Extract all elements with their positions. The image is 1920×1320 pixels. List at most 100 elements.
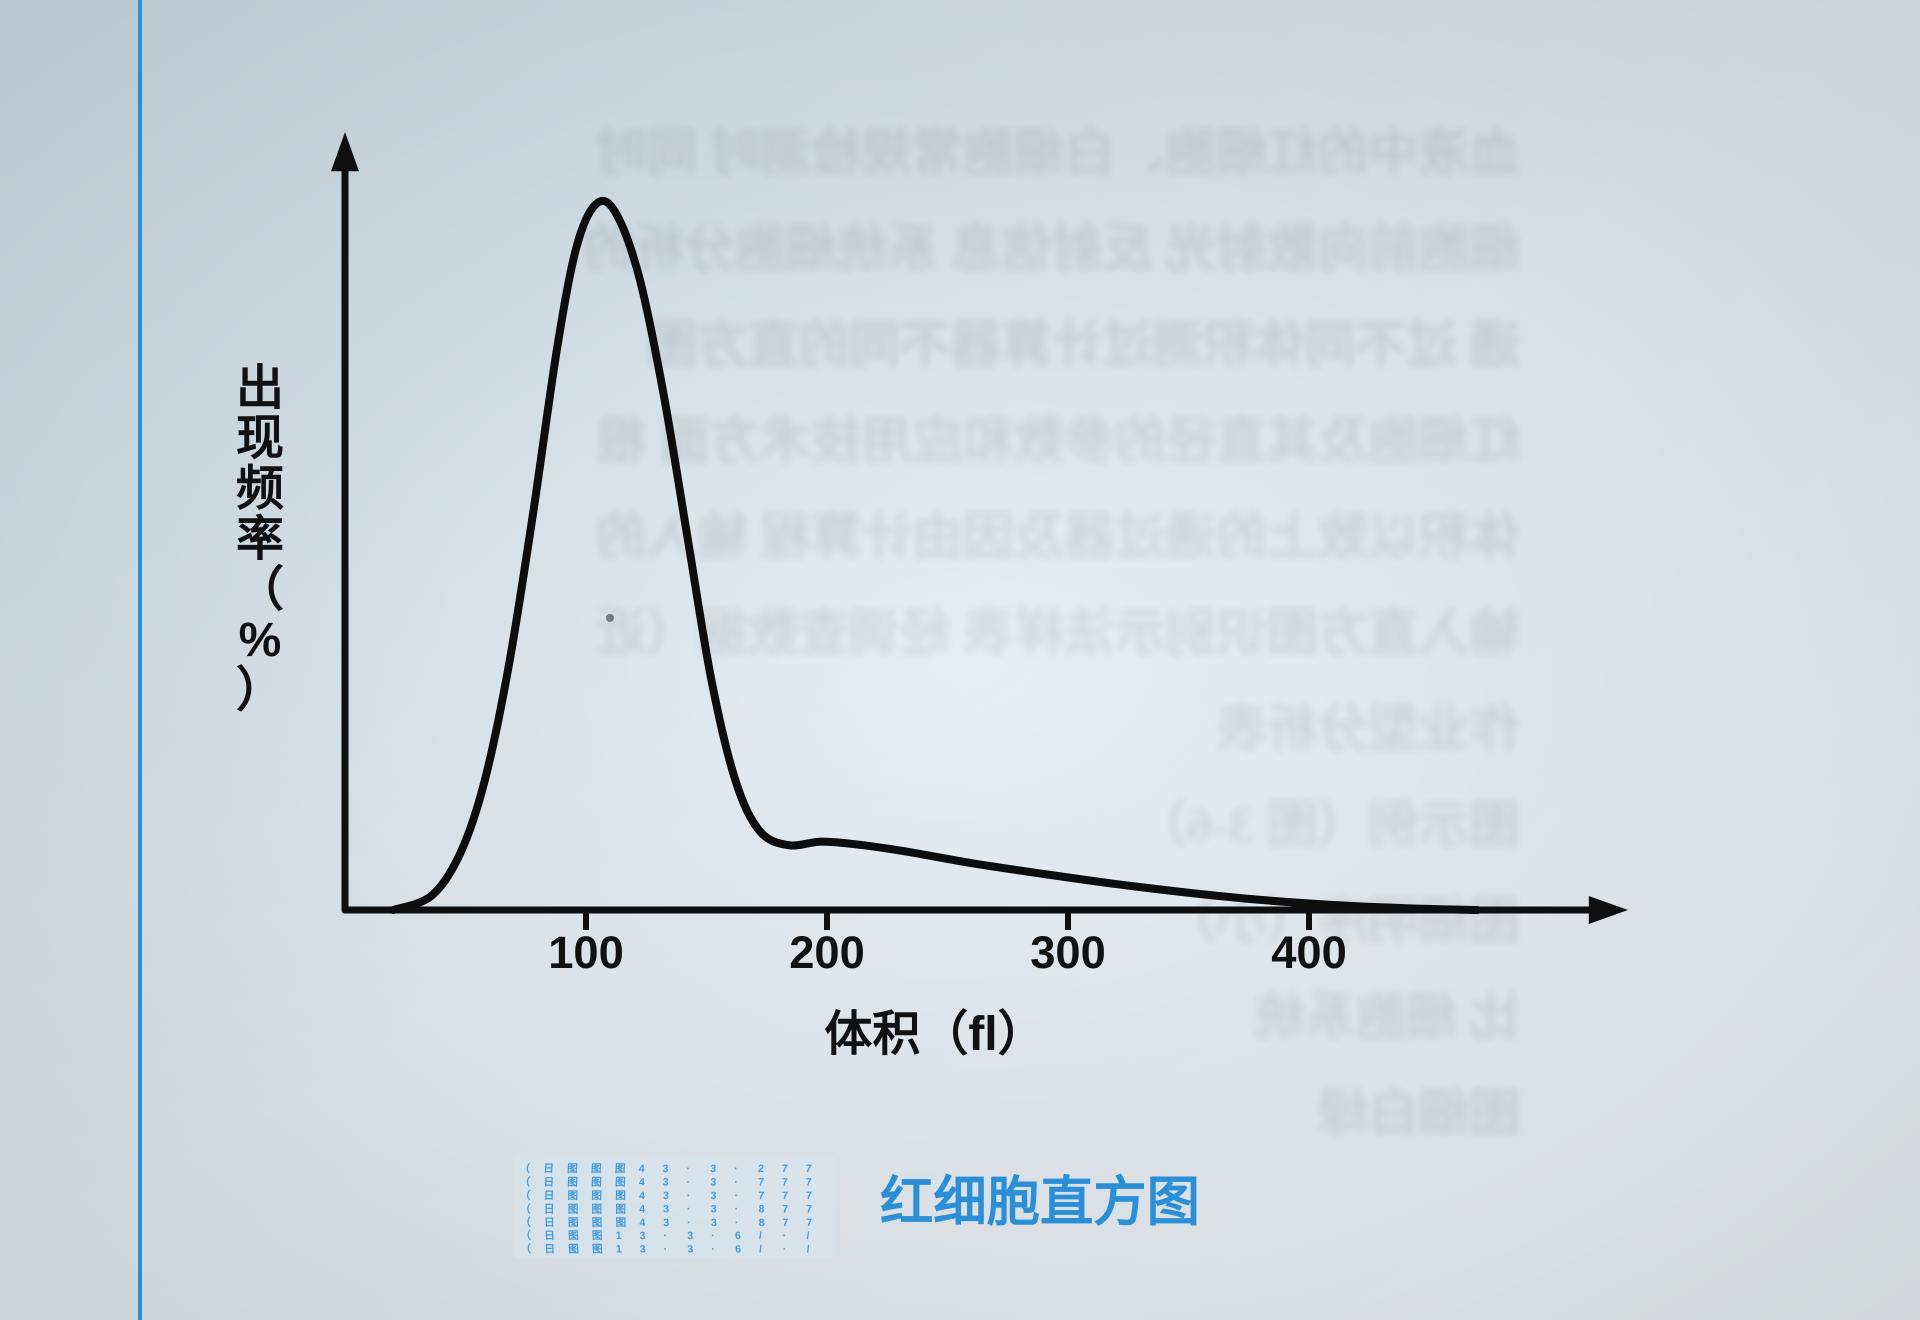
svg-text:7: 7 (781, 1163, 788, 1175)
svg-text:6: 6 (735, 1244, 742, 1256)
svg-text:3: 3 (710, 1177, 717, 1189)
distribution-curve (393, 201, 1478, 910)
svg-text:·: · (734, 1177, 738, 1189)
svg-text:4: 4 (639, 1190, 645, 1202)
svg-text:/: / (759, 1230, 763, 1242)
svg-text:4: 4 (639, 1203, 645, 1215)
svg-text:7: 7 (758, 1190, 764, 1202)
svg-text:图: 图 (615, 1190, 626, 1202)
x-tick-label: 100 (548, 927, 624, 978)
svg-text:出: 出 (236, 362, 284, 415)
svg-text:图: 图 (568, 1217, 579, 1229)
svg-text:·: · (663, 1230, 667, 1242)
svg-text:7: 7 (758, 1177, 765, 1189)
svg-text:·: · (663, 1244, 667, 1256)
x-tick-label: 400 (1271, 927, 1347, 978)
svg-text:（: （ (236, 563, 284, 616)
svg-text:图: 图 (615, 1217, 626, 1229)
svg-text:6: 6 (735, 1230, 742, 1242)
svg-text:1: 1 (616, 1230, 623, 1242)
svg-text:3: 3 (687, 1230, 694, 1242)
svg-text:3: 3 (639, 1244, 646, 1256)
svg-text:图: 图 (591, 1163, 602, 1175)
svg-text:7: 7 (806, 1190, 812, 1202)
svg-text:频: 频 (236, 463, 284, 516)
svg-text:日: 日 (543, 1177, 554, 1189)
svg-text:图: 图 (614, 1163, 625, 1175)
svg-text:·: · (783, 1244, 787, 1256)
svg-text:日: 日 (544, 1244, 555, 1256)
print-speck (606, 614, 614, 622)
svg-text:1: 1 (616, 1244, 623, 1256)
svg-text:日: 日 (544, 1190, 555, 1202)
svg-text:日: 日 (543, 1163, 554, 1175)
svg-text:3: 3 (711, 1217, 717, 1229)
svg-text:%: % (239, 614, 282, 667)
svg-text:3: 3 (639, 1230, 646, 1242)
svg-text:8: 8 (758, 1203, 764, 1215)
svg-text:3: 3 (662, 1163, 669, 1175)
svg-text:图: 图 (568, 1203, 579, 1215)
svg-text:3: 3 (687, 1244, 694, 1256)
svg-text:图: 图 (592, 1244, 603, 1256)
svg-text:图: 图 (567, 1190, 578, 1202)
svg-text:图: 图 (568, 1244, 579, 1256)
svg-text:7: 7 (806, 1177, 813, 1189)
svg-text:·: · (735, 1217, 739, 1229)
svg-text:3: 3 (662, 1177, 669, 1189)
svg-text:率: 率 (236, 513, 284, 566)
svg-text:图: 图 (567, 1177, 578, 1189)
svg-text:7: 7 (805, 1163, 812, 1175)
svg-text:（: （ (520, 1216, 531, 1229)
svg-text:日: 日 (544, 1230, 555, 1242)
svg-text:·: · (687, 1190, 691, 1202)
svg-text:7: 7 (782, 1217, 788, 1229)
svg-text:3: 3 (663, 1190, 669, 1202)
svg-text:（: （ (520, 1243, 532, 1256)
figure-root: 血液中的红细胞、白细胞常规检测时 同时细胞前向散射光 反射信息 系统细胞分析的通… (0, 0, 1920, 1320)
svg-text:4: 4 (639, 1177, 646, 1189)
svg-text:日: 日 (544, 1203, 555, 1215)
svg-text:·: · (687, 1217, 691, 1229)
svg-text:·: · (735, 1203, 739, 1215)
svg-text:·: · (687, 1203, 691, 1215)
svg-text:图: 图 (592, 1203, 603, 1215)
svg-text:图: 图 (591, 1177, 602, 1189)
svg-text:（: （ (519, 1176, 531, 1189)
svg-text:7: 7 (806, 1217, 812, 1229)
svg-text:·: · (711, 1230, 715, 1242)
svg-text:·: · (734, 1163, 738, 1175)
svg-text:图: 图 (567, 1163, 578, 1175)
svg-text:图: 图 (615, 1177, 626, 1189)
svg-text:7: 7 (782, 1177, 789, 1189)
svg-text:/: / (806, 1230, 810, 1242)
x-tick-label: 200 (789, 927, 865, 978)
svg-text:3: 3 (711, 1203, 717, 1215)
svg-text:（: （ (519, 1162, 531, 1175)
svg-text:3: 3 (663, 1217, 669, 1229)
x-tick-label: 300 (1030, 927, 1106, 978)
svg-text:2: 2 (758, 1163, 765, 1175)
svg-text:图: 图 (592, 1230, 603, 1242)
y-axis-label: 出现频率（%） (236, 362, 284, 717)
svg-text:·: · (686, 1177, 690, 1189)
svg-text:）: ） (236, 664, 284, 717)
svg-text:·: · (782, 1230, 786, 1242)
svg-text:7: 7 (782, 1203, 788, 1215)
figure-caption: 红细胞直方图 (880, 1173, 1200, 1232)
svg-text:8: 8 (759, 1217, 765, 1229)
svg-text:3: 3 (710, 1163, 717, 1175)
svg-text:图: 图 (615, 1203, 626, 1215)
svg-text:3: 3 (710, 1190, 716, 1202)
svg-text:·: · (734, 1190, 738, 1202)
svg-text:·: · (686, 1163, 690, 1175)
svg-text:4: 4 (638, 1163, 645, 1175)
svg-text:（: （ (520, 1189, 531, 1202)
svg-text:图: 图 (591, 1190, 602, 1202)
svg-text:日: 日 (544, 1217, 555, 1229)
svg-text:（: （ (520, 1202, 531, 1215)
svg-text:4: 4 (639, 1217, 645, 1229)
chart-layer: 100200300400体积（fl）出现频率（%）红细胞直方图（日图图图43·3… (0, 0, 1920, 1320)
svg-text:（: （ (520, 1229, 532, 1242)
svg-text:现: 现 (236, 412, 284, 465)
